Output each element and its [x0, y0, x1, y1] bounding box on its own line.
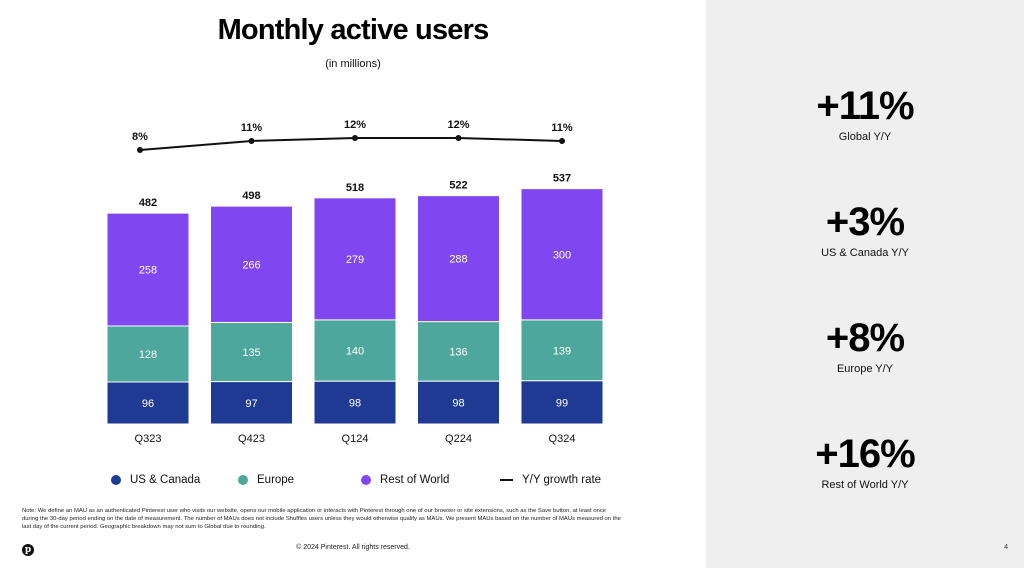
bar-total-label: 518 — [346, 182, 364, 194]
bar-value-label: 139 — [553, 345, 571, 357]
bar-value-label: 266 — [242, 259, 260, 271]
stat-value: +11% — [816, 84, 914, 128]
growth-rate-label: 8% — [132, 131, 148, 143]
x-tick-label: Q324 — [549, 433, 576, 445]
bar-segment-rest-of-world — [520, 188, 604, 321]
bar-value-label: 96 — [142, 398, 154, 410]
bar-value-label: 300 — [553, 249, 571, 261]
stat-label: Europe Y/Y — [836, 363, 894, 375]
growth-rate-label: 12% — [344, 119, 366, 131]
legend-line-growth-rate — [500, 479, 513, 481]
bar-total-label: 522 — [449, 180, 467, 192]
bar-segment-rest-of-world — [106, 212, 190, 327]
stat-value: +16% — [815, 432, 915, 476]
bar-segment-us-canada — [106, 381, 190, 425]
chart-title: Monthly active users — [217, 14, 490, 46]
bar-segment-us-canada — [520, 380, 604, 425]
legend-label-growth-rate: Y/Y growth rate — [522, 474, 602, 486]
growth-rate-point — [455, 135, 462, 141]
bar-segment-europe — [210, 322, 293, 383]
bar-segment-rest-of-world — [210, 205, 293, 323]
legend-swatch-rest-of-world — [361, 475, 371, 485]
bar-value-label: 98 — [349, 398, 361, 410]
growth-rate-label: 12% — [447, 119, 469, 131]
bar-segment-us-canada — [417, 380, 500, 425]
growth-rate-point — [352, 135, 358, 141]
bar-value-label: 288 — [449, 254, 467, 266]
growth-rate-label: 11% — [241, 122, 263, 134]
bar-value-label: 140 — [346, 346, 364, 358]
stat-global: +11% Global Y/Y — [706, 84, 1024, 143]
legend-swatch-europe — [238, 475, 248, 485]
bar-segment-rest-of-world — [313, 197, 397, 321]
x-tick-label: Q323 — [135, 433, 162, 445]
stats-panel: +11% Global Y/Y +3% US & Canada Y/Y +8% … — [706, 0, 1024, 568]
bar-total-label: 537 — [553, 173, 571, 185]
stat-value: +8% — [825, 316, 905, 360]
legend-item-rest-of-world: Rest of World — [361, 474, 449, 486]
bar-segment-europe — [106, 325, 190, 383]
legend-item-us-canada: US & Canada — [111, 474, 200, 486]
bar-value-label: 136 — [449, 346, 467, 358]
bar-segment-europe — [520, 319, 604, 382]
legend-item-growth-rate: Y/Y growth rate — [500, 474, 601, 486]
x-tick-label: Q224 — [445, 433, 472, 445]
bar-total-label: 482 — [139, 197, 157, 209]
bar-value-label: 99 — [556, 397, 568, 409]
pinterest-logo-icon: p — [22, 544, 34, 556]
bar-value-label: 98 — [452, 398, 464, 410]
growth-rate-point — [248, 138, 255, 144]
bar-value-label: 258 — [139, 265, 157, 277]
stat-us-canada: +3% US & Canada Y/Y — [706, 200, 1024, 259]
bar-value-label: 128 — [139, 349, 157, 361]
bar-value-label: 97 — [245, 398, 257, 410]
growth-rate-point — [137, 147, 143, 153]
bar-segment-rest-of-world — [417, 195, 500, 323]
bar-value-label: 279 — [346, 254, 364, 266]
mau-chart: 96 128 258 482 Q323 97 135 266 498 Q423 98 140 279 51… — [106, 119, 604, 445]
legend-item-europe: Europe — [238, 474, 294, 486]
bar-value-label: 135 — [242, 347, 260, 359]
x-tick-label: Q423 — [238, 433, 265, 445]
stat-label: Rest of World Y/Y — [821, 479, 909, 491]
chart-subtitle: (in millions) — [325, 58, 381, 70]
stat-label: US & Canada Y/Y — [821, 247, 909, 259]
stat-europe: +8% Europe Y/Y — [706, 316, 1024, 375]
page-number: 4 — [1004, 544, 1008, 551]
stat-label: Global Y/Y — [838, 131, 892, 143]
footnote: Note: We define an MAU as an authenticat… — [22, 508, 621, 530]
legend-swatch-us-canada — [111, 475, 121, 485]
bar-segment-us-canada — [313, 380, 397, 425]
x-tick-label: Q124 — [342, 433, 369, 445]
copyright: © 2024 Pinterest. All rights reserved. — [296, 544, 410, 551]
stat-value: +3% — [825, 200, 905, 244]
growth-rate-point — [559, 138, 565, 144]
bar-total-label: 498 — [242, 190, 260, 202]
legend-label-us-canada: US & Canada — [130, 474, 201, 486]
growth-rate-label: 11% — [551, 122, 573, 134]
growth-rate-line — [139, 137, 563, 151]
legend-label-rest-of-world: Rest of World — [380, 474, 450, 486]
legend-label-europe: Europe — [257, 474, 295, 486]
bar-segment-europe — [417, 321, 500, 382]
stat-rest-of-world: +16% Rest of World Y/Y — [706, 432, 1024, 491]
